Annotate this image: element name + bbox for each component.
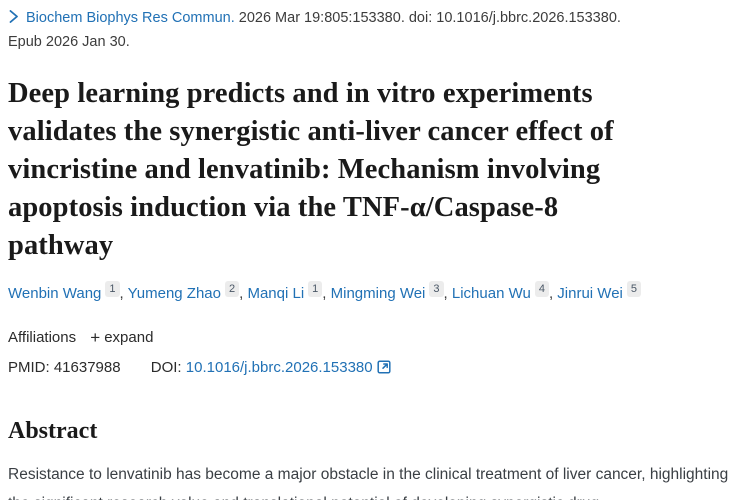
author: Jinrui Wei 5 xyxy=(557,281,641,302)
pmid-label: PMID: xyxy=(8,359,50,376)
title-line: apoptosis induction via the TNF-α/Caspas… xyxy=(8,192,559,223)
authors-list: Wenbin Wang1Yumeng Zhao2Manqi Li1Mingmin… xyxy=(8,281,742,305)
doi: DOI: 10.1016/j.bbrc.2026.153380 xyxy=(151,359,391,376)
author: Wenbin Wang 1 xyxy=(8,281,128,302)
journal-link[interactable]: Biochem Biophys Res Commun. xyxy=(26,10,235,26)
citation-text: 2026 Mar 19:805:153380. doi: 10.1016/j.b… xyxy=(238,10,621,26)
citation-line: Biochem Biophys Res Commun. 2026 Mar 19:… xyxy=(8,7,742,54)
doi-label: DOI: xyxy=(150,359,182,376)
title-line: vincristine and lenvatinib: Mechanism in… xyxy=(8,154,601,185)
author-affiliation-badge[interactable]: 4 xyxy=(534,281,549,297)
author: Mingming Wei 3 xyxy=(330,281,452,302)
title-line: pathway xyxy=(8,230,114,261)
author: Yumeng Zhao 2 xyxy=(127,281,247,302)
author-affiliation-badge[interactable]: 2 xyxy=(225,281,240,297)
author: Lichuan Wu 4 xyxy=(451,281,557,302)
author-link[interactable]: Jinrui Wei xyxy=(557,285,623,302)
plus-icon: + xyxy=(90,328,101,347)
doi-link[interactable]: 10.1016/j.bbrc.2026.153380 xyxy=(185,359,373,376)
epub-date: Epub 2026 Jan 30. xyxy=(8,34,130,50)
abstract-text: Resistance to lenvatinib has become a ma… xyxy=(8,466,729,500)
expand-label: expand xyxy=(104,329,154,346)
author: Manqi Li 1 xyxy=(247,281,331,302)
author-affiliation-badge[interactable]: 5 xyxy=(626,281,641,297)
pmid-value: 41637988 xyxy=(53,359,121,376)
expand-affiliations-button[interactable]: + expand xyxy=(90,328,153,348)
chevron-right-icon xyxy=(8,8,19,31)
author-affiliation-badge[interactable]: 3 xyxy=(429,281,444,297)
affiliations-label: Affiliations xyxy=(8,329,77,346)
identifiers-row: PMID: 41637988 DOI: 10.1016/j.bbrc.2026.… xyxy=(8,359,742,378)
author-link[interactable]: Lichuan Wu xyxy=(451,285,531,302)
author-link[interactable]: Mingming Wei xyxy=(330,285,426,302)
author-affiliation-badge[interactable]: 1 xyxy=(308,281,323,297)
author-link[interactable]: Yumeng Zhao xyxy=(127,285,221,302)
pmid: PMID: 41637988 xyxy=(8,359,125,376)
title-line: validates the synergistic anti-liver can… xyxy=(8,116,614,147)
title-line: Deep learning predicts and in vitro expe… xyxy=(8,78,593,109)
author-link[interactable]: Manqi Li xyxy=(247,285,305,302)
abstract-heading: Abstract xyxy=(8,418,98,444)
author-link[interactable]: Wenbin Wang xyxy=(8,285,102,302)
article-title: Deep learning predicts and in vitro expe… xyxy=(8,75,738,265)
external-link-icon xyxy=(377,360,391,378)
author-affiliation-badge[interactable]: 1 xyxy=(105,281,120,297)
affiliations-row: Affiliations + expand xyxy=(8,328,742,348)
